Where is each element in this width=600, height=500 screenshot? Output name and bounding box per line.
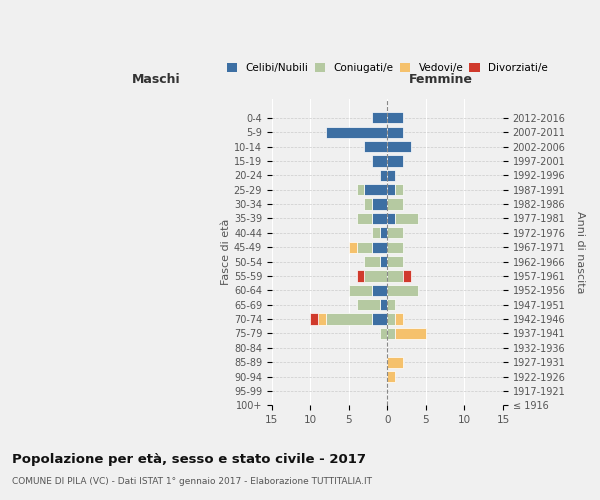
Bar <box>380 256 388 267</box>
Bar <box>356 270 364 281</box>
Bar <box>326 126 388 138</box>
Text: Popolazione per età, sesso e stato civile - 2017: Popolazione per età, sesso e stato civil… <box>12 452 366 466</box>
Bar <box>356 213 372 224</box>
Bar <box>349 284 372 296</box>
Bar <box>403 270 410 281</box>
Bar <box>380 299 388 310</box>
Bar <box>388 371 395 382</box>
Bar <box>388 356 403 368</box>
Text: Femmine: Femmine <box>409 74 473 86</box>
Bar <box>388 284 418 296</box>
Bar <box>310 314 318 324</box>
Legend: Celibi/Nubili, Coniugati/e, Vedovi/e, Divorziati/e: Celibi/Nubili, Coniugati/e, Vedovi/e, Di… <box>225 61 550 75</box>
Y-axis label: Anni di nascita: Anni di nascita <box>575 210 585 293</box>
Bar <box>395 184 403 196</box>
Bar <box>388 198 403 209</box>
Bar <box>395 314 403 324</box>
Bar <box>380 170 388 181</box>
Bar <box>364 141 388 152</box>
Bar <box>372 314 388 324</box>
Bar <box>388 227 403 238</box>
Bar <box>388 314 395 324</box>
Bar <box>372 242 388 253</box>
Bar <box>388 328 395 339</box>
Bar <box>372 284 388 296</box>
Bar <box>388 270 403 281</box>
Bar <box>388 299 395 310</box>
Text: COMUNE DI PILA (VC) - Dati ISTAT 1° gennaio 2017 - Elaborazione TUTTITALIA.IT: COMUNE DI PILA (VC) - Dati ISTAT 1° genn… <box>12 478 372 486</box>
Bar <box>372 112 388 124</box>
Bar <box>372 156 388 166</box>
Bar <box>388 242 403 253</box>
Bar <box>395 213 418 224</box>
Bar <box>364 256 380 267</box>
Bar <box>372 213 388 224</box>
Bar <box>318 314 326 324</box>
Bar <box>388 256 403 267</box>
Bar <box>395 328 426 339</box>
Bar <box>372 198 388 209</box>
Bar <box>388 170 395 181</box>
Bar <box>364 270 388 281</box>
Bar <box>388 112 403 124</box>
Bar <box>388 126 403 138</box>
Bar <box>388 184 395 196</box>
Bar <box>388 156 403 166</box>
Bar <box>364 184 388 196</box>
Y-axis label: Fasce di età: Fasce di età <box>221 219 231 285</box>
Bar <box>356 299 380 310</box>
Text: Maschi: Maschi <box>132 74 181 86</box>
Bar <box>388 213 395 224</box>
Bar <box>364 198 372 209</box>
Bar <box>380 227 388 238</box>
Bar <box>356 242 372 253</box>
Bar <box>356 184 364 196</box>
Bar <box>372 227 380 238</box>
Bar <box>326 314 372 324</box>
Bar <box>349 242 356 253</box>
Bar <box>388 141 410 152</box>
Bar <box>380 328 388 339</box>
